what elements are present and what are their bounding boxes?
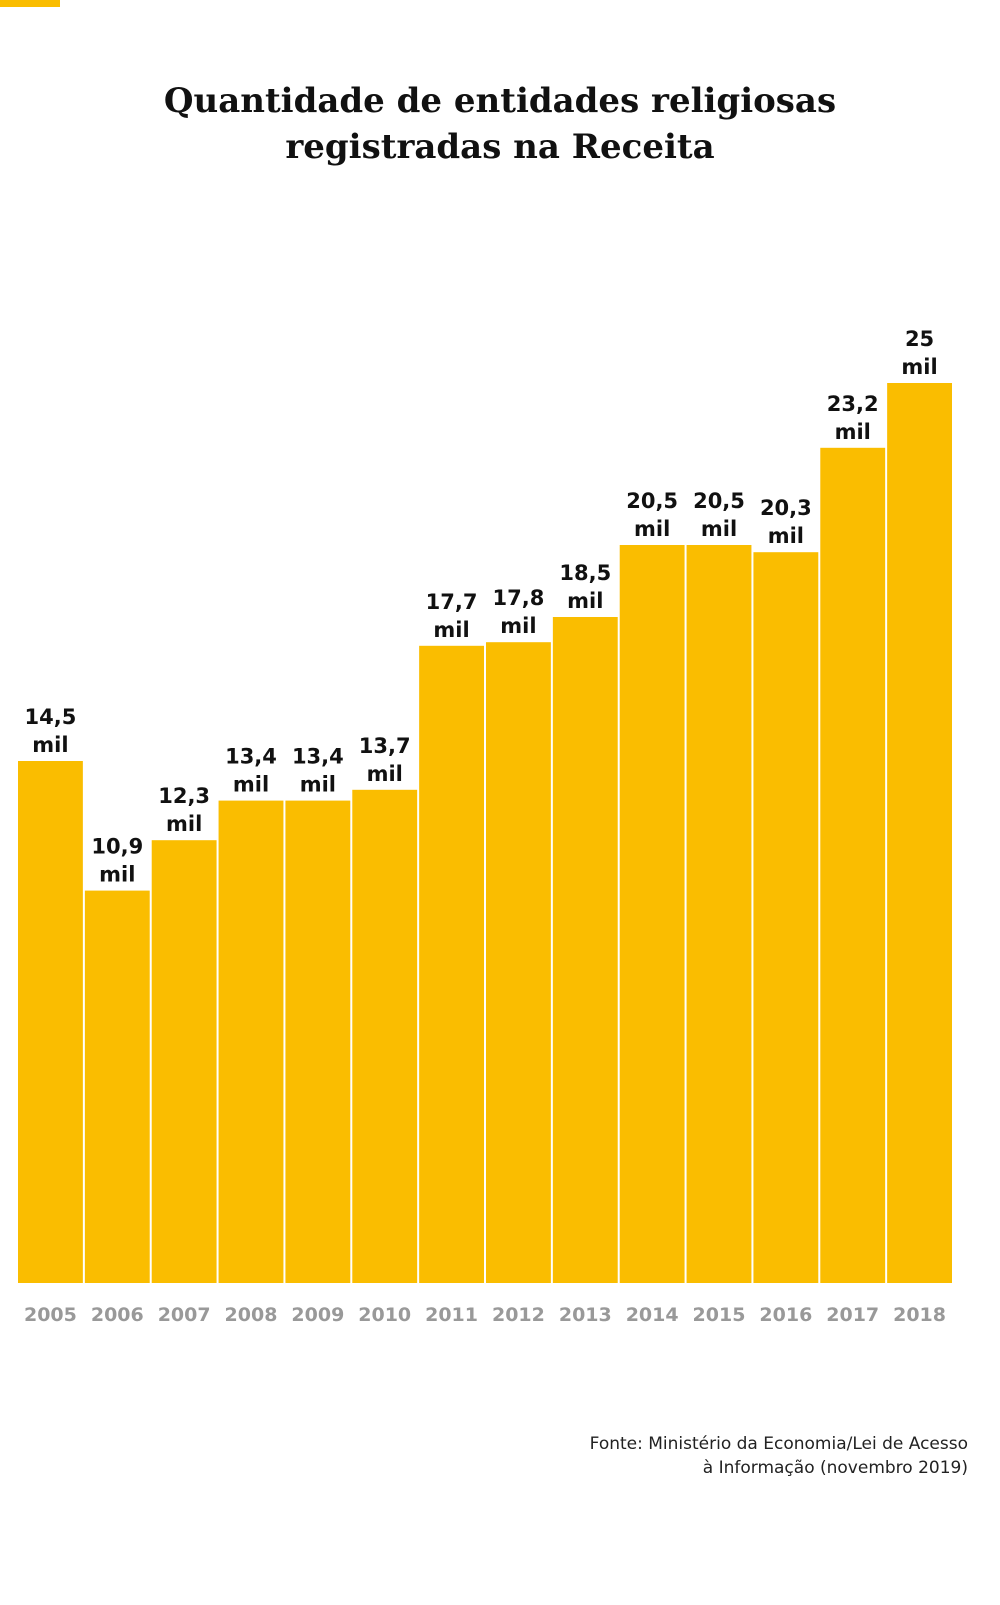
x-tick-label: 2013 bbox=[559, 1304, 612, 1326]
bar-unit-label: mil bbox=[367, 762, 403, 786]
bar-2007 bbox=[151, 840, 217, 1283]
bar-2015 bbox=[686, 545, 752, 1283]
bar-unit-label: mil bbox=[835, 420, 871, 444]
bar-2013 bbox=[552, 617, 618, 1283]
bar-value-label: 20,5 bbox=[626, 489, 678, 513]
bar-unit-label: mil bbox=[500, 614, 536, 638]
bar-2011 bbox=[419, 645, 484, 1283]
bar-2017 bbox=[820, 447, 886, 1283]
bar-2006 bbox=[84, 890, 150, 1283]
x-tick-label: 2006 bbox=[91, 1304, 144, 1326]
bar-unit-label: mil bbox=[433, 618, 469, 642]
chart-title: Quantidade de entidades religiosas regis… bbox=[0, 78, 1000, 170]
bar-2009 bbox=[285, 800, 351, 1283]
corner-accent-mark bbox=[0, 0, 60, 7]
x-tick-label: 2009 bbox=[291, 1304, 344, 1326]
bar-unit-label: mil bbox=[901, 355, 937, 379]
source-line-2: à Informação (novembro 2019) bbox=[702, 1458, 968, 1478]
x-tick-label: 2015 bbox=[693, 1304, 746, 1326]
bar-2018 bbox=[887, 383, 952, 1283]
bar-unit-label: mil bbox=[300, 773, 336, 797]
bar-2012 bbox=[486, 642, 551, 1283]
bar-2016 bbox=[753, 552, 819, 1283]
source-note: Fonte: Ministério da Economia/Lei de Ace… bbox=[590, 1432, 968, 1480]
x-tick-label: 2012 bbox=[492, 1304, 545, 1326]
bar-chart: 14,5 mil 2005 10,9 mil 2006 12,3 mil 2007 13,4 mil… bbox=[18, 327, 952, 1326]
bar-unit-label: mil bbox=[634, 517, 670, 541]
bar-value-label: 20,3 bbox=[760, 496, 812, 520]
bar-value-label: 13,4 bbox=[225, 745, 277, 769]
bar-unit-label: mil bbox=[166, 812, 202, 836]
bar-2008 bbox=[218, 800, 284, 1283]
x-tick-label: 2011 bbox=[425, 1304, 478, 1326]
x-tick-label: 2014 bbox=[626, 1304, 679, 1326]
bar-value-label: 17,8 bbox=[493, 586, 545, 610]
bar-value-label: 18,5 bbox=[559, 561, 611, 585]
bar-2010 bbox=[352, 789, 418, 1283]
bar-value-label: 23,2 bbox=[827, 392, 879, 416]
bar-value-label: 10,9 bbox=[91, 835, 143, 859]
bar-unit-label: mil bbox=[32, 733, 68, 757]
x-tick-label: 2008 bbox=[225, 1304, 278, 1326]
x-tick-label: 2005 bbox=[24, 1304, 77, 1326]
bar-value-label: 20,5 bbox=[693, 489, 745, 513]
bar-unit-label: mil bbox=[567, 589, 603, 613]
chart-title-line-2: registradas na Receita bbox=[285, 127, 715, 167]
bar-unit-label: mil bbox=[99, 863, 135, 887]
x-tick-label: 2016 bbox=[759, 1304, 812, 1326]
x-tick-label: 2007 bbox=[158, 1304, 211, 1326]
source-line-1: Fonte: Ministério da Economia/Lei de Ace… bbox=[589, 1434, 968, 1454]
bar-2005 bbox=[18, 761, 83, 1283]
bar-value-label: 25 bbox=[905, 327, 934, 351]
bar-value-label: 17,7 bbox=[426, 590, 478, 614]
bar-2014 bbox=[619, 545, 685, 1283]
bar-value-label: 14,5 bbox=[25, 705, 77, 729]
x-tick-label: 2018 bbox=[893, 1304, 946, 1326]
bar-unit-label: mil bbox=[701, 517, 737, 541]
bar-unit-label: mil bbox=[768, 524, 804, 548]
chart-title-line-1: Quantidade de entidades religiosas bbox=[163, 81, 837, 121]
bar-value-label: 13,7 bbox=[359, 734, 411, 758]
bar-value-label: 12,3 bbox=[158, 784, 210, 808]
bar-unit-label: mil bbox=[233, 773, 269, 797]
x-tick-label: 2010 bbox=[358, 1304, 411, 1326]
bar-value-label: 13,4 bbox=[292, 745, 344, 769]
x-tick-label: 2017 bbox=[826, 1304, 879, 1326]
